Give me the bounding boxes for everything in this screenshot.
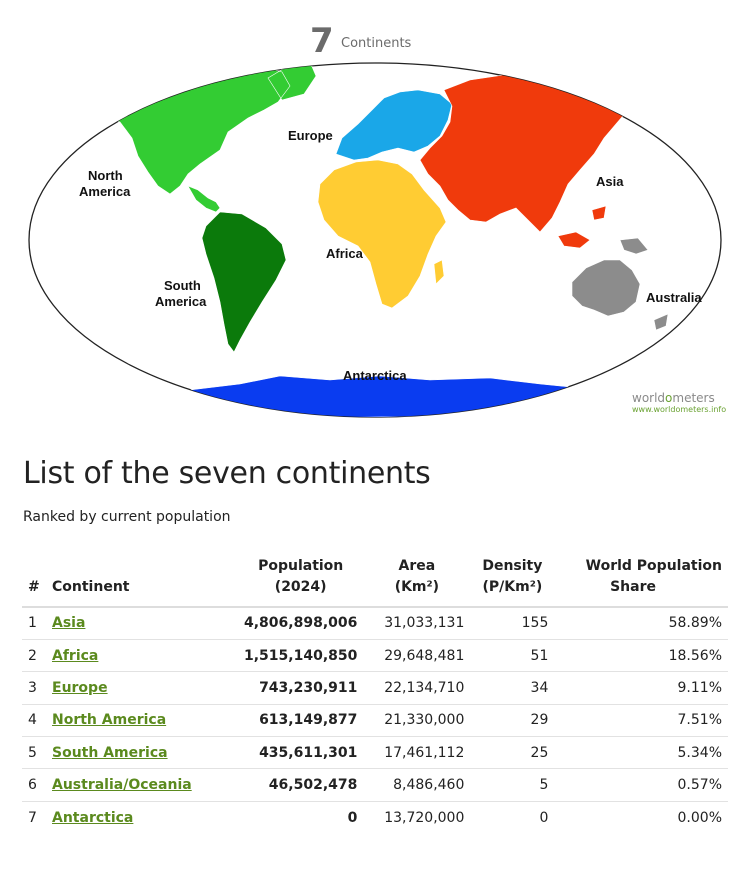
cell-rank: 7 [28,809,37,826]
cell-density: 51 [470,639,555,673]
cell-area: 8,486,460 [363,768,471,802]
map-title-word: Continents [341,36,412,51]
cell-rank: 3 [22,671,46,705]
header-density-line2: (P/Km²) [482,579,543,595]
label-north-america-line1: North [88,168,123,183]
header-share-line2: Share [610,579,656,595]
cell-density: 34 [470,671,555,705]
cell-rank: 2 [22,639,46,673]
table-row: 6 Australia/Oceania 46,502,478 8,486,460 5 0.… [22,768,728,802]
header-share-line1: World Population [585,558,722,574]
cell-area: 17,461,112 [363,736,471,770]
cell-share: 7.51% [554,704,728,738]
header-share: World Population Share [554,552,728,608]
label-south-america-line2: America [155,294,207,309]
label-south-america-line1: South [164,278,201,293]
cell-population: 613,149,877 [238,704,364,738]
cell-area: 29,648,481 [363,639,471,673]
cell-population: 435,611,301 [238,736,364,770]
cell-continent: Australia/Oceania [46,768,238,802]
list-subtitle: Ranked by current population [23,509,231,525]
cell-share: 0.00% [677,809,722,826]
logo-o: o [665,391,672,405]
continent-link[interactable]: South America [52,744,168,761]
cell-continent: South America [46,736,238,770]
header-population-line1: Population [258,558,344,574]
cell-population: 0 [347,809,358,826]
cell-density: 29 [470,704,555,738]
cell-area: 31,033,131 [363,607,471,640]
table-row: 5 South America 435,611,301 17,461,112 25 5.3… [22,736,728,770]
cell-density: 0 [539,809,549,826]
region-africa [317,159,447,309]
logo-pre: world [632,391,665,405]
continents-table: # Continent Population (2024) Area (Km²)… [22,552,728,834]
cell-continent: Europe [46,671,238,705]
continent-link[interactable]: Antarctica [52,809,134,826]
header-rank: # [22,552,46,608]
table-row: 3 Europe 743,230,911 22,134,710 34 9.11% [22,671,728,705]
cell-share: 5.34% [554,736,728,770]
cell-density: 5 [470,768,555,802]
label-africa: Africa [326,246,364,261]
cell-rank: 4 [22,704,46,738]
cell-continent: North America [46,704,238,738]
cell-share: 0.57% [554,768,728,802]
cell-rank: 1 [22,607,46,640]
label-australia: Australia [646,290,702,305]
map-title-number: 7 [310,21,334,61]
continents-map: 7 Continents North America South America… [20,14,730,420]
header-area-line1: Area [398,558,436,574]
cell-rank: 5 [22,736,46,770]
label-antarctica: Antarctica [343,368,407,383]
cell-density: 25 [470,736,555,770]
continent-link[interactable]: Australia/Oceania [52,777,192,794]
continent-link[interactable]: Asia [52,615,86,632]
cell-rank: 6 [22,768,46,802]
table-row: 2 Africa 1,515,140,850 29,648,481 51 18.56% [22,639,728,673]
region-australia [571,237,669,331]
continent-link[interactable]: Europe [52,679,108,696]
cell-area: 22,134,710 [363,671,471,705]
cell-population: 46,502,478 [238,768,364,802]
cell-continent: Antarctica [46,801,238,833]
cell-population: 4,806,898,006 [238,607,364,640]
table-row: 4 North America 613,149,877 21,330,000 29 7.5… [22,704,728,738]
table-row: 7 Antarctica 0 13,720,000 0 0.00% [22,801,728,833]
cell-area: 13,720,000 [384,809,465,826]
header-area-line2: (Km²) [394,579,440,595]
world-map-svg: 7 Continents North America South America… [28,21,726,418]
worldometers-url: www.worldometers.info [632,405,726,414]
list-title: List of the seven continents [23,456,431,491]
label-north-america-line2: America [79,184,131,199]
header-area: Area (Km²) [363,552,471,608]
cell-share: 18.56% [554,639,728,673]
header-population: Population (2024) [238,552,364,608]
header-population-line2: (2024) [274,579,327,595]
region-europe [335,89,453,161]
cell-population: 743,230,911 [238,671,364,705]
label-europe: Europe [288,128,333,143]
cell-continent: Asia [46,607,238,640]
cell-population: 1,515,140,850 [238,639,364,673]
region-south-america [201,211,287,353]
header-density-line1: Density [482,558,543,574]
cell-area: 21,330,000 [363,704,471,738]
cell-continent: Africa [46,639,238,673]
continent-link[interactable]: Africa [52,647,99,664]
cell-share: 9.11% [554,671,728,705]
table-header-row: # Continent Population (2024) Area (Km²)… [22,552,728,608]
table-row: 1 Asia 4,806,898,006 31,033,131 155 58.89% [22,607,728,640]
label-asia: Asia [596,174,624,189]
continent-link[interactable]: North America [52,712,167,729]
worldometers-logo: worldometers [632,391,715,405]
logo-post: meters [672,391,714,405]
cell-share: 58.89% [554,607,728,640]
header-density: Density (P/Km²) [470,552,555,608]
table-body: 1 Asia 4,806,898,006 31,033,131 155 58.89% 2 Af… [22,607,728,834]
cell-density: 155 [470,607,555,640]
header-continent: Continent [46,552,238,608]
